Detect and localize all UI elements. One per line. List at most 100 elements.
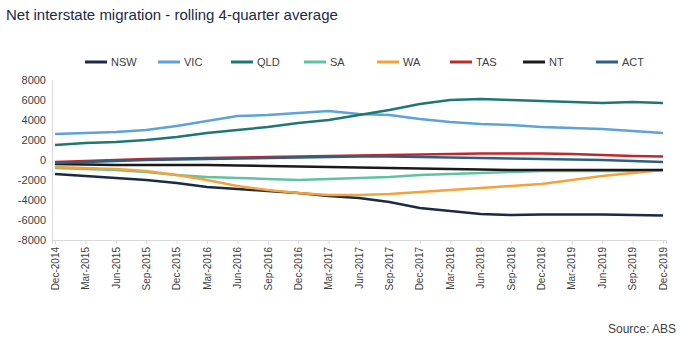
x-tick-mark <box>633 240 634 244</box>
legend-label: NSW <box>111 56 137 68</box>
x-tick-mark <box>85 240 86 244</box>
y-tick: -6000 <box>18 214 52 226</box>
legend: NSW VIC QLD SA WA TAS NT ACT <box>85 56 644 68</box>
series-line <box>55 99 663 145</box>
x-tick-label: Dec-2015 <box>171 247 182 291</box>
legend-swatch <box>158 61 180 64</box>
y-tick-label: 2000 <box>22 134 46 146</box>
y-tick: -8000 <box>18 234 52 246</box>
legend-item: VIC <box>158 56 202 68</box>
legend-swatch <box>85 61 107 64</box>
x-tick: Jun-2015 <box>111 240 122 289</box>
x-tick: Mar-2019 <box>566 240 577 290</box>
x-tick-label: Jun-2019 <box>597 247 608 289</box>
x-tick: Dec-2014 <box>50 240 61 290</box>
x-tick: Sep-2017 <box>384 240 395 290</box>
x-tick: Sep-2018 <box>506 240 517 290</box>
x-tick-label: Mar-2017 <box>323 247 334 290</box>
y-tick: -4000 <box>18 194 52 206</box>
x-tick: Dec-2015 <box>171 240 182 290</box>
chart: Net interstate migration - rolling 4-qua… <box>0 0 694 345</box>
legend-label: QLD <box>257 56 280 68</box>
x-tick: Sep-2016 <box>263 240 274 290</box>
legend-swatch <box>231 61 253 64</box>
x-axis: Dec-2014 Mar-2015 Jun-2015 Sep-2015 Dec-2015… <box>50 240 669 290</box>
x-tick-label: Mar-2016 <box>202 247 213 290</box>
legend-item: TAS <box>450 56 497 68</box>
x-tick-label: Sep-2018 <box>506 247 517 291</box>
x-tick: Mar-2016 <box>202 240 213 290</box>
y-tick: 4000 <box>22 114 52 126</box>
legend-swatch <box>304 61 326 64</box>
legend-item: SA <box>304 56 345 68</box>
x-tick-mark <box>207 240 208 244</box>
legend-label: WA <box>403 56 421 68</box>
x-tick: Mar-2015 <box>80 240 91 290</box>
x-tick-mark <box>55 240 56 244</box>
x-tick: Jun-2018 <box>475 240 486 289</box>
legend-swatch <box>450 61 472 64</box>
x-tick-label: Sep-2017 <box>384 247 395 291</box>
x-tick-mark <box>481 240 482 244</box>
series-line <box>55 164 663 170</box>
y-axis: -8000-6000-4000-200002000400060008000 <box>18 74 53 246</box>
legend-swatch <box>596 61 618 64</box>
x-tick-label: Sep-2019 <box>627 247 638 291</box>
x-tick: Mar-2017 <box>323 240 334 290</box>
x-tick-mark <box>116 240 117 244</box>
x-tick-label: Jun-2016 <box>232 247 243 289</box>
y-tick-label: 6000 <box>22 94 46 106</box>
legend-item: ACT <box>596 56 644 68</box>
source: Source: ABS <box>608 322 676 336</box>
x-tick-label: Jun-2017 <box>354 247 365 289</box>
x-tick-mark <box>663 240 664 244</box>
y-tick: 2000 <box>22 134 52 146</box>
legend-item: NSW <box>85 56 137 68</box>
x-tick: Jun-2017 <box>354 240 365 289</box>
x-tick-label: Dec-2017 <box>414 247 425 291</box>
y-tick-label: -6000 <box>18 214 46 226</box>
y-axis-line <box>52 81 53 241</box>
title: Net interstate migration - rolling 4-qua… <box>6 6 338 23</box>
legend-label: TAS <box>476 56 497 68</box>
legend-label: NT <box>549 56 564 68</box>
legend-item: QLD <box>231 56 280 68</box>
x-tick-mark <box>146 240 147 244</box>
x-tick: Jun-2019 <box>597 240 608 289</box>
plot: -8000-6000-4000-200002000400060008000Dec… <box>18 74 669 290</box>
x-tick-mark <box>420 240 421 244</box>
x-axis-line <box>53 241 667 245</box>
y-tick-label: 4000 <box>22 114 46 126</box>
x-tick-mark <box>511 240 512 244</box>
x-tick-mark <box>298 240 299 244</box>
x-tick-mark <box>237 240 238 244</box>
lines <box>55 99 663 216</box>
legend-label: VIC <box>184 56 202 68</box>
legend-item: NT <box>523 56 564 68</box>
y-tick: 8000 <box>22 74 52 86</box>
x-tick-mark <box>359 240 360 244</box>
x-tick-mark <box>572 240 573 244</box>
x-tick-label: Sep-2015 <box>141 247 152 291</box>
legend-label: SA <box>330 56 345 68</box>
x-tick: Dec-2018 <box>536 240 547 290</box>
x-tick: Dec-2016 <box>293 240 304 290</box>
x-tick-mark <box>177 240 178 244</box>
x-tick-label: Jun-2015 <box>111 247 122 289</box>
x-tick: Sep-2019 <box>627 240 638 290</box>
x-tick: Dec-2019 <box>658 240 669 290</box>
series-line <box>55 157 663 164</box>
legend-label: ACT <box>622 56 644 68</box>
x-tick-label: Dec-2016 <box>293 247 304 291</box>
y-tick: -2000 <box>18 174 52 186</box>
x-tick-mark <box>329 240 330 244</box>
legend-item: WA <box>377 56 421 68</box>
x-tick-label: Dec-2019 <box>658 247 669 291</box>
x-tick-mark <box>268 240 269 244</box>
x-tick-mark <box>389 240 390 244</box>
x-tick-mark <box>450 240 451 244</box>
x-tick-label: Dec-2018 <box>536 247 547 291</box>
y-tick-label: -2000 <box>18 174 46 186</box>
x-tick-label: Jun-2018 <box>475 247 486 289</box>
series-line <box>55 154 663 163</box>
